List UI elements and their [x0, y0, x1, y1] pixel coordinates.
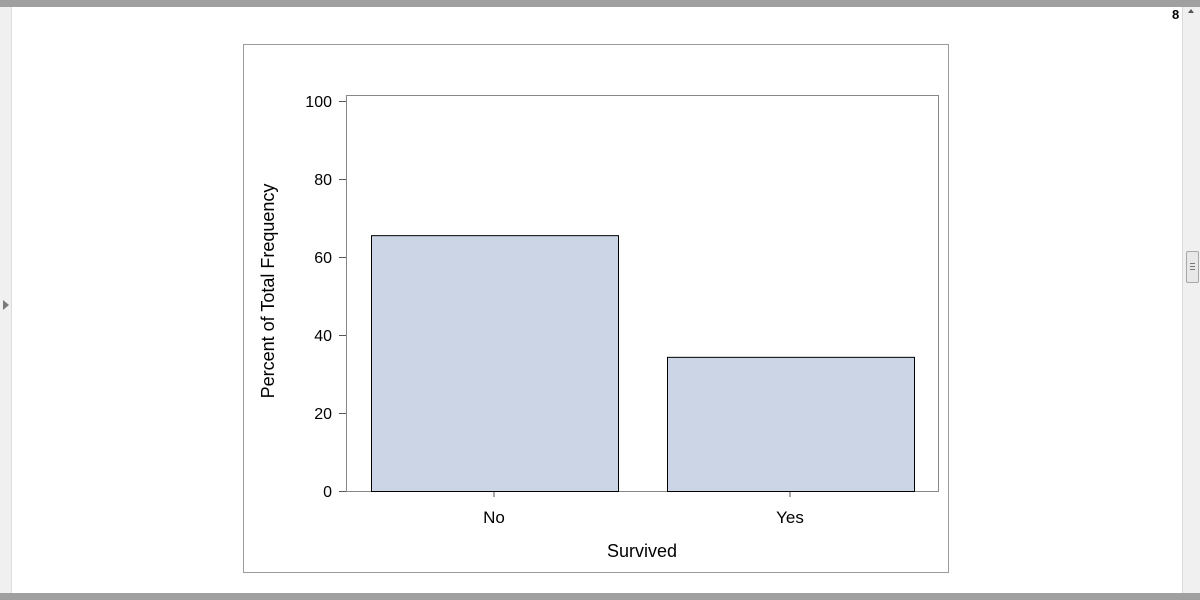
grip-line	[1190, 263, 1195, 264]
bar-chart: 0 20 40 60 80 100 No Yes Percent of Total Freq…	[258, 94, 939, 561]
y-tick-label: 0	[323, 484, 332, 501]
chart-frame: 0 20 40 60 80 100 No Yes Percent of Total Freq…	[243, 44, 949, 573]
expand-arrow-icon[interactable]	[3, 300, 9, 310]
left-collapse-strip[interactable]	[0, 7, 12, 593]
bar	[371, 235, 619, 492]
vertical-scrollbar[interactable]	[1182, 7, 1200, 593]
scroll-up-arrow-icon[interactable]	[1188, 9, 1194, 13]
y-axis-label: Percent of Total Frequency	[258, 184, 278, 399]
grip-line	[1190, 266, 1195, 267]
y-tick-label: 60	[314, 250, 332, 267]
y-tick-label: 40	[314, 328, 332, 345]
y-tick-label: 20	[314, 406, 332, 423]
page-indicator: 8	[1172, 7, 1180, 22]
y-axis: 0 20 40 60 80 100	[305, 94, 346, 501]
y-tick-label: 100	[305, 94, 332, 111]
y-tick-label: 80	[314, 172, 332, 189]
x-axis: No Yes	[483, 491, 804, 527]
plot-area	[346, 95, 939, 492]
top-border-bar	[0, 0, 1200, 7]
x-tick-label: No	[483, 508, 505, 527]
grip-line	[1190, 269, 1195, 270]
x-tick-label: Yes	[776, 508, 804, 527]
scrollbar-thumb[interactable]	[1186, 251, 1199, 283]
bottom-border-bar	[0, 593, 1200, 600]
x-axis-label: Survived	[607, 541, 677, 561]
bars	[371, 235, 915, 492]
bar	[667, 356, 915, 492]
